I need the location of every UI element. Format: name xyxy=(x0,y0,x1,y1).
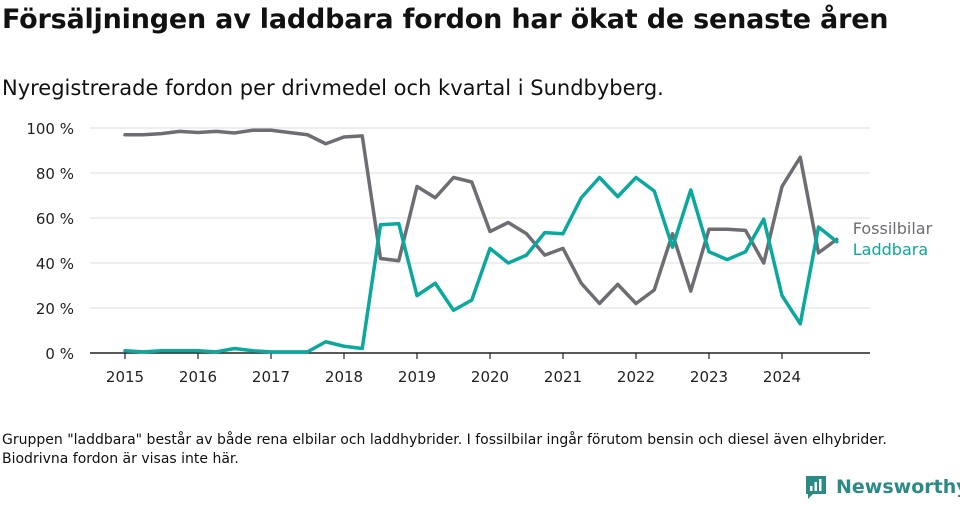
grid-lines xyxy=(90,127,870,309)
y-tick-label: 60 % xyxy=(36,210,74,228)
y-tick-label: 0 % xyxy=(45,345,74,363)
y-tick-label: 80 % xyxy=(36,165,74,183)
newsworthy-logo[interactable]: Newsworthy xyxy=(804,474,960,500)
x-tick-label: 2021 xyxy=(544,368,582,386)
x-tick-label: 2024 xyxy=(763,368,801,386)
brand-name: Newsworthy xyxy=(836,476,960,498)
line-chart: 0 %20 %40 %60 %80 %100 % 2015 2016 2017 201… xyxy=(26,120,933,386)
series-line-fossilbilar xyxy=(123,128,839,306)
footnote: Gruppen "laddbara" består av både rena e… xyxy=(2,432,887,467)
series-line-laddbara xyxy=(123,175,839,354)
x-tick-label: 2019 xyxy=(398,368,436,386)
series-lines xyxy=(123,128,839,354)
x-tick-label: 2020 xyxy=(471,368,509,386)
y-tick-label: 20 % xyxy=(36,300,74,318)
legend-label-fossilbilar: Fossilbilar xyxy=(853,219,933,238)
x-tick-label: 2017 xyxy=(252,368,290,386)
series-labels: Fossilbilar Laddbara xyxy=(853,219,933,259)
x-tick-label: 2023 xyxy=(690,368,728,386)
y-axis: 0 % 20 % 40 % 60 % 80 % 100 % xyxy=(26,120,74,363)
y-tick-label: 40 % xyxy=(36,255,74,273)
x-tick-label: 2022 xyxy=(617,368,655,386)
y-tick-label: 100 % xyxy=(26,120,74,138)
x-tick-label: 2016 xyxy=(179,368,217,386)
newsworthy-icon xyxy=(806,476,826,499)
chart-subtitle: Nyregistrerade fordon per drivmedel och … xyxy=(2,76,664,100)
x-tick-label: 2015 xyxy=(106,368,144,386)
chart-title: Försäljningen av laddbara fordon har öka… xyxy=(2,4,889,35)
x-tick-label: 2018 xyxy=(325,368,363,386)
x-axis: 2015 2016 2017 2018 2019 2020 2021 2022 2023 2024 xyxy=(90,352,870,386)
legend-label-laddbara: Laddbara xyxy=(853,240,928,259)
